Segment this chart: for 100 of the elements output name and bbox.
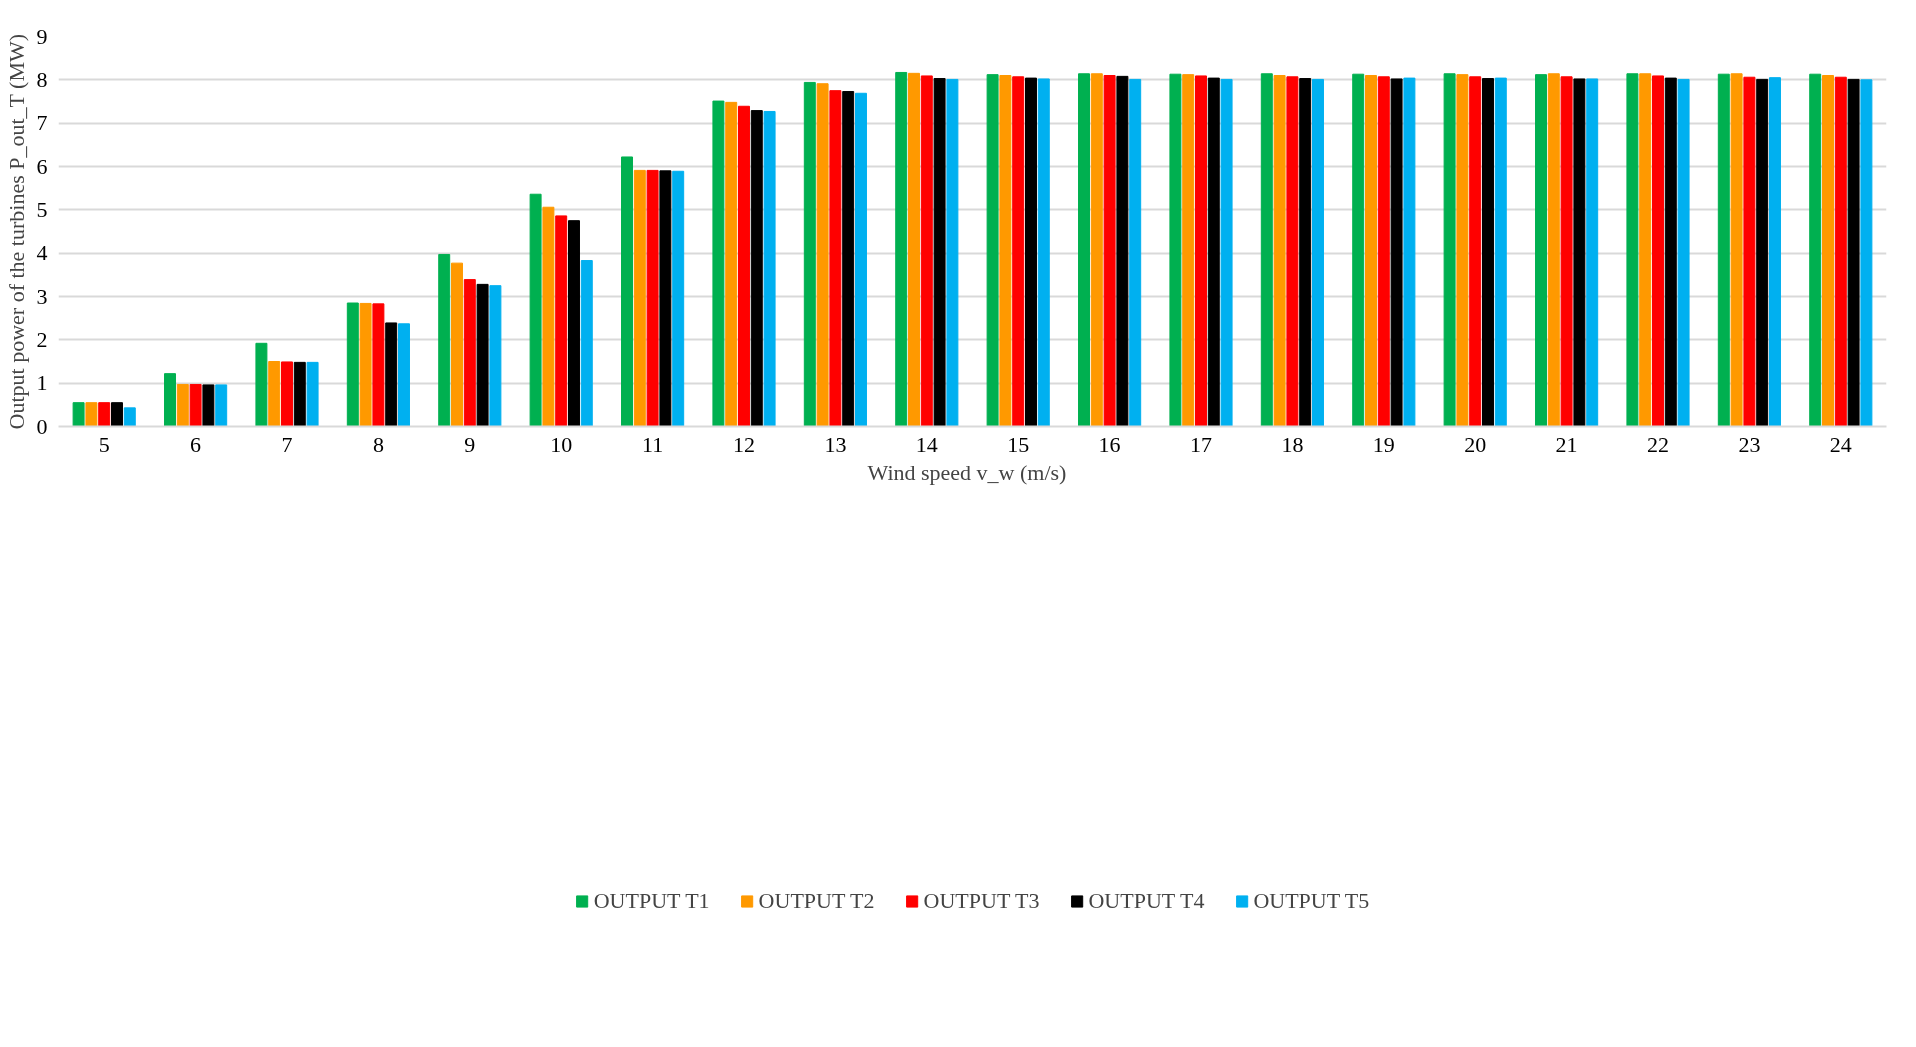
y-tick-label: 1 xyxy=(36,370,48,396)
x-tick-label: 23 xyxy=(1738,431,1761,457)
bar xyxy=(255,342,268,427)
legend-label: OUTPUT T5 xyxy=(1253,887,1370,914)
x-tick-label: 7 xyxy=(281,431,293,457)
bar xyxy=(580,260,593,427)
bar xyxy=(451,262,463,427)
bar xyxy=(1352,73,1365,427)
x-tick-label: 10 xyxy=(550,431,573,457)
bar xyxy=(1129,78,1142,427)
bar xyxy=(1037,78,1050,427)
x-tick-label: 21 xyxy=(1555,431,1578,457)
bar xyxy=(633,169,646,427)
bar xyxy=(1652,75,1664,427)
bar xyxy=(202,384,215,427)
bar xyxy=(1769,77,1781,427)
bar xyxy=(1535,74,1547,427)
bar xyxy=(1573,78,1586,427)
bar xyxy=(895,71,908,427)
bar xyxy=(1677,78,1690,427)
x-tick-label: 16 xyxy=(1098,431,1121,457)
bar xyxy=(750,110,763,427)
y-tick-label: 5 xyxy=(36,196,48,222)
bar xyxy=(1469,76,1482,427)
bar xyxy=(72,402,85,427)
x-tick-label: 8 xyxy=(372,431,384,457)
bar xyxy=(908,72,920,427)
bar xyxy=(1586,78,1599,427)
y-tick-label: 6 xyxy=(36,153,48,179)
bar xyxy=(529,193,542,427)
x-tick-label: 5 xyxy=(98,431,110,457)
y-tick-label: 2 xyxy=(36,326,48,352)
y-tick-label: 0 xyxy=(36,413,48,439)
bar xyxy=(1482,78,1494,427)
bar xyxy=(542,206,555,427)
bar xyxy=(1847,78,1860,427)
legend-label: OUTPUT T3 xyxy=(923,887,1040,914)
bar xyxy=(1116,75,1129,427)
bar xyxy=(1365,75,1377,427)
bar xyxy=(1860,79,1873,427)
bar xyxy=(1717,73,1730,427)
bar xyxy=(1025,77,1037,427)
bar xyxy=(398,323,410,427)
bar xyxy=(1639,73,1652,427)
bar xyxy=(176,383,189,427)
bar xyxy=(803,81,816,427)
bar xyxy=(123,407,136,427)
bar xyxy=(385,322,398,427)
bar xyxy=(1012,76,1025,427)
bar xyxy=(189,383,202,427)
bar xyxy=(1809,73,1822,427)
bar xyxy=(489,285,502,427)
bar xyxy=(438,253,451,427)
y-tick-label: 4 xyxy=(36,240,48,266)
x-tick-label: 9 xyxy=(464,431,476,457)
bar xyxy=(855,92,867,427)
x-tick-label: 22 xyxy=(1647,431,1669,457)
x-tick-label: 15 xyxy=(1007,431,1030,457)
bar xyxy=(842,91,855,427)
bar xyxy=(463,279,476,427)
bar xyxy=(816,83,829,427)
x-tick-label: 18 xyxy=(1281,431,1304,457)
bar xyxy=(164,373,176,427)
bar xyxy=(986,74,999,427)
bar xyxy=(1443,73,1456,427)
y-tick-label: 9 xyxy=(36,23,48,49)
bar xyxy=(293,361,306,427)
bar xyxy=(1547,73,1560,427)
bar xyxy=(1664,77,1677,427)
bar xyxy=(1207,77,1220,427)
bar xyxy=(1103,75,1116,427)
x-tick-label: 11 xyxy=(642,431,664,457)
bar xyxy=(933,78,946,427)
bar xyxy=(1299,78,1312,427)
bar xyxy=(1260,73,1273,427)
bar xyxy=(568,220,580,427)
bar xyxy=(98,402,111,427)
bar xyxy=(1078,73,1090,427)
bar xyxy=(946,78,959,427)
bar xyxy=(1182,74,1195,427)
bar xyxy=(268,361,281,427)
bar xyxy=(1286,76,1299,427)
bar xyxy=(1456,74,1469,427)
x-tick-label: 19 xyxy=(1372,431,1395,457)
bar xyxy=(920,75,933,427)
x-tick-label: 17 xyxy=(1190,431,1212,457)
bar xyxy=(1390,78,1403,427)
bar xyxy=(1626,73,1639,427)
bar xyxy=(306,361,319,427)
bar xyxy=(1169,73,1182,427)
y-tick-label: 8 xyxy=(36,66,48,92)
bar xyxy=(1220,78,1233,427)
bar xyxy=(1195,75,1207,427)
y-tick-label: 3 xyxy=(36,283,48,309)
bar xyxy=(111,402,123,427)
x-axis-title: Wind speed v_w (m/s) xyxy=(867,459,1067,485)
x-tick-label: 6 xyxy=(190,431,202,457)
legend-label: OUTPUT T1 xyxy=(593,887,710,914)
x-tick-label: 13 xyxy=(824,431,847,457)
y-axis-title: Output power of the turbines P_out_T (MW) xyxy=(3,33,29,430)
